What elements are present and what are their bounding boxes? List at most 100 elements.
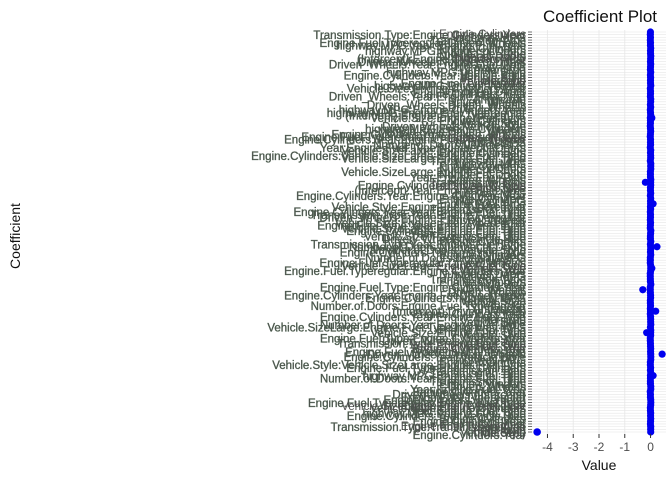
coefficient-tick-label: Year:Engine.Fuel.Type (410, 406, 526, 418)
coefficient-tick-label: Number.of.Doors (439, 51, 526, 63)
coefficient-tick-label: Engine.Cylinders:Year (413, 387, 527, 399)
coefficient-tick-label: Number.of.Doors:highway.MPG (365, 253, 526, 265)
coefficient-tick-label: Number.of.Doors:Year:Engine.Fuel.Type (320, 374, 526, 386)
coefficient-tick-label: Engine.Fuel.Typeregular:Engine.Fuel.Type (308, 398, 526, 410)
coefficient-point (652, 307, 660, 315)
coefficient-tick-label: Engine.Cylinders:Vehicle.SizeLarge:Engin… (251, 151, 526, 163)
coefficient-tick-label: Engine.Cylinders:Year (413, 430, 527, 442)
coefficient-tick-label: Engine.Fuel.Typeregular (401, 400, 526, 412)
coefficient-label: Transmission.Type (430, 181, 526, 193)
coefficient-tick-label: Engine.Cylinders:Year (413, 344, 527, 356)
coefficient-tick-label: Engine.Fuel.Type:Engine.Cylinders:Year (320, 333, 526, 345)
coefficient-tick-label: Engine.Cylinders (439, 414, 526, 426)
coefficient-tick-label: Driven_Wheels (448, 382, 526, 394)
coefficient-tick-label: Engine.Fuel.Typeregular:Engine.Cylinders… (284, 266, 526, 278)
coefficient-tick-label: Engine.Cylinders (439, 116, 526, 128)
coefficient-tick-label: Engine.Cylinders (439, 194, 526, 206)
coefficient-tick-label: Vehicle.Style (460, 341, 526, 353)
coefficient-tick-label: Engine.Fuel.Typeregular:(Intercept) (345, 347, 526, 359)
coefficient-tick-label: Number.of.Doors (439, 170, 526, 182)
coefficient-tick-label: highway.MPG:Engine.Fuel.Typeregular (327, 108, 526, 120)
coefficient-tick-label: Transmission.Type (430, 178, 526, 190)
coefficient-tick-label: (Intercept) (474, 94, 527, 106)
coefficient-tick-label: Engine.Fuel.Type:Year:Engine.Fuel.Type (317, 221, 526, 233)
coefficient-tick-label: Transmission.Type:Transmission.Type (331, 422, 526, 434)
coefficient-tick-label: Engine.Cylinders:Year:Driven_Wheels (331, 129, 526, 141)
coefficient-tick-label: (Intercept) (474, 76, 527, 88)
coefficient-tick-label: highway.MPG (455, 159, 526, 171)
coefficient-tick-label: Driven_Wheels (448, 175, 526, 187)
coefficient-tick-label: Engine.Fuel.Type:Engine.Cylinders (346, 363, 526, 375)
coefficient-tick-label: highway.MPG:Vehicle.Style (386, 68, 526, 80)
coefficient-tick-label: Vehicle.Style:Engine.Fuel.Typeregular (332, 202, 527, 214)
coefficient-label: Engine.Fuel.Typeregular (401, 421, 526, 433)
coefficient-tick-label: Engine.Cylinders:Year (413, 89, 527, 101)
coefficient-tick-label: (Intercept):Driven_Wheels (392, 307, 526, 319)
coefficient-tick-label: Vehicle.Size:Engine.Cylinders:Year (347, 84, 526, 96)
coefficient-tick-label: Number.of.Doors (439, 269, 526, 281)
horizontal-grid-stripes (532, 31, 666, 433)
coefficient-tick-label: Engine.Cylinders (439, 148, 526, 160)
coefficient-tick-label: Vehicle.Style:Vehicle.SizeLarge:Engine.F… (272, 360, 526, 372)
coefficient-tick-label: Transmission.Type:Engine.Fuel.Type (337, 339, 526, 351)
coefficient-tick-label: Vehicle.Style (460, 427, 526, 439)
x-axis-label: Value (582, 457, 617, 473)
coefficient-tick-label: Driven_Wheels:Driven_Wheels (367, 100, 526, 112)
coefficient-tick-label: Driven_Wheels (448, 215, 526, 227)
coefficient-tick-label: Driven_Wheels:Vehicle.Size (382, 336, 526, 348)
coefficient-tick-label: highway.MPG (455, 137, 526, 149)
x-tick-label: -1 (619, 440, 630, 454)
coefficient-tick-label: Transmission.Type (430, 376, 526, 388)
coefficient-tick-label: Engine.Cylinders (439, 237, 526, 249)
coefficient-tick-label: (Intercept) (474, 304, 527, 316)
coefficient-tick-label: highway.MPG (455, 355, 526, 367)
coefficient-tick-label: highway.MPG:Engine.Fuel.Type (363, 371, 526, 383)
coefficient-tick-label: (Intercept) (474, 65, 527, 77)
y-axis-ticks (528, 31, 532, 433)
coefficient-tick-label: Transmission.Type:Year:Engine.Fuel.Type (311, 210, 526, 222)
coefficient-label: Vehicle.Style (460, 76, 526, 88)
coefficient-label: Engine.Cylinders (439, 29, 526, 41)
coefficient-tick-label: Engine.Cylinders:Year (413, 417, 527, 429)
coefficient-tick-label: Vehicle.Style:Engine.Cylinders (370, 403, 526, 415)
coefficient-tick-label: Driven_Wheels:Year:Engine.Fuel.Type (329, 92, 526, 104)
coefficient-tick-label: Engine.Cylinders:(Intercept) (383, 395, 526, 407)
coefficient-tick-label: highway.MPG:Driven_Wheels (374, 81, 526, 93)
x-tick-label: -3 (568, 440, 579, 454)
coefficient-tick-label: Engine.Cylinders (439, 358, 526, 370)
coefficient-label: highway.MPG (455, 53, 526, 65)
coefficient-tick-label: Engine.Fuel.Typeregular:Transmission.Typ… (301, 132, 526, 144)
coefficient-point (639, 286, 647, 294)
chart-title: Coefficient Plot (543, 7, 657, 26)
coefficient-tick-label: Vehicle.Size (463, 280, 526, 292)
coefficient-tick-label: Transmission.Type (430, 274, 526, 286)
coefficient-tick-label: Engine.Fuel.Typeregular:Driven_Wheels (320, 258, 527, 270)
coefficient-tick-label: Engine.Fuel.Type (436, 49, 526, 61)
coefficient-tick-label: Vehicle.SizeLarge:Engine.Fuel.Type (341, 261, 526, 273)
coefficient-tick-label: Transmission.Type (430, 35, 526, 47)
coefficient-tick-label: Transmission.Type:Year:Engine.Fuel.Type (311, 239, 526, 251)
coefficient-tick-label: Engine.Cylinders (439, 43, 526, 55)
coefficient-tick-label: highway.MPG (455, 33, 526, 45)
coefficient-tick-label: Driven_Wheels (448, 285, 526, 297)
coefficient-tick-label: Vehicle.Style (460, 73, 526, 85)
coefficient-tick-label: Engine.Cylinders (439, 250, 526, 262)
coefficient-tick-label: highway.MPG:Number.of.Doors (365, 46, 526, 58)
coefficient-tick-label: Transmission.Type:Engine.Cylinders:Year (313, 30, 526, 42)
intercept-point (533, 428, 541, 436)
coefficient-tick-label: Transmission.Type (430, 366, 526, 378)
coefficient-tick-label: Vehicle.SizeLarge:Engine.Fuel.Type (341, 223, 526, 235)
coefficient-tick-label: Vehicle.Style (460, 296, 526, 308)
coefficient-tick-label: Engine.Fuel.Type (436, 199, 526, 211)
coefficient-tick-label: Driven_Wheels (448, 102, 526, 114)
coefficient-tick-label: Transmission.Type (430, 204, 526, 216)
coefficient-tick-label: Engine.Fuel.Typeregular (401, 78, 526, 90)
coefficient-tick-label: Year:Engine.Fuel.Type:Number.of.Doors (320, 143, 526, 155)
coefficient-tick-label: Engine.Cylinders (439, 419, 526, 431)
coefficient-tick-label: highway.MPG:Engine.Cylinders:Year (339, 105, 526, 117)
coefficient-tick-label: Vehicle.SizeLarge:Engine.Fuel.Type:highw… (267, 323, 526, 335)
coefficient-tick-label: Vehicle.SizeLarge:Engine.Fuel.Type (341, 145, 526, 157)
coefficient-tick-label: Engine.Fuel.Type:Engine.Cylinders:Year (320, 282, 526, 294)
coefficient-tick-label: Vehicle.Style (460, 317, 526, 329)
